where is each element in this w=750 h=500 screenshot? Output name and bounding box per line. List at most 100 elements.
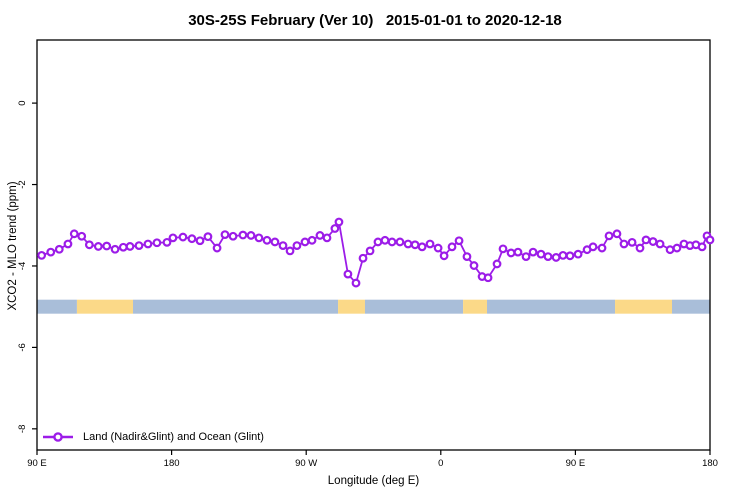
legend-marker-icon — [43, 432, 73, 442]
data-point — [254, 233, 264, 243]
data-point — [315, 231, 325, 240]
data-point — [528, 247, 538, 257]
data-point — [604, 231, 614, 241]
chart-title: 30S-25S February (Ver 10) 2015-01-01 to … — [188, 12, 562, 29]
data-point — [300, 237, 310, 247]
band-segment-yellow — [76, 299, 134, 314]
y-tick-label: -8 — [17, 425, 28, 433]
data-point — [705, 235, 715, 245]
y-axis-title: XCO2 - MLO trend (ppm) — [7, 181, 19, 311]
data-point — [54, 244, 64, 254]
data-point — [506, 248, 516, 258]
data-point — [212, 243, 222, 253]
data-point — [270, 237, 280, 247]
band-segment-yellow — [338, 299, 365, 314]
data-point — [162, 237, 172, 247]
data-point — [612, 229, 622, 239]
data-point — [220, 230, 230, 240]
plot-box — [36, 39, 711, 451]
data-point — [228, 231, 238, 241]
band-segment-blue — [133, 299, 339, 314]
data-point — [143, 239, 153, 249]
data-point — [433, 243, 443, 253]
data-point — [627, 237, 637, 247]
data-point — [565, 251, 575, 261]
x-tick-label: 0 — [438, 458, 443, 469]
data-point — [521, 252, 531, 262]
data-point — [573, 249, 583, 259]
data-point — [168, 233, 178, 243]
data-point — [454, 236, 464, 246]
data-point — [351, 278, 361, 288]
data-point — [672, 243, 682, 253]
data-line — [41, 219, 711, 285]
data-point — [597, 243, 607, 253]
legend-label: Land (Nadir&Glint) and Ocean (Glint) — [83, 431, 264, 443]
x-axis-title: Longitude (deg E) — [327, 475, 420, 487]
band-segment-yellow — [463, 299, 488, 314]
data-point — [102, 241, 112, 251]
x-tick-label: 90 E — [27, 458, 47, 469]
y-tick-label: -2 — [17, 180, 28, 188]
data-point — [278, 241, 288, 251]
data-point — [292, 241, 302, 251]
data-point — [641, 235, 651, 245]
data-point — [387, 237, 397, 247]
data-point — [93, 242, 103, 251]
data-point — [118, 242, 128, 252]
data-point — [697, 242, 707, 252]
x-tick-label: 180 — [702, 458, 718, 469]
band-segment-yellow — [615, 299, 673, 314]
data-point — [238, 230, 248, 240]
y-tick-label: 0 — [17, 100, 28, 105]
data-point — [513, 247, 523, 257]
data-point — [648, 237, 658, 246]
data-point — [483, 273, 493, 283]
data-point — [380, 235, 390, 245]
band-segment-blue — [487, 299, 616, 314]
data-point — [462, 252, 472, 262]
data-point — [125, 242, 135, 251]
data-point — [262, 235, 272, 245]
data-point — [439, 251, 449, 261]
data-point — [246, 231, 256, 240]
data-point — [330, 224, 340, 233]
data-point — [307, 235, 317, 245]
data-point — [619, 239, 629, 249]
data-point — [69, 229, 79, 239]
data-point — [665, 245, 675, 255]
data-point — [655, 239, 665, 249]
data-point — [343, 269, 353, 279]
data-point — [498, 244, 508, 254]
data-point — [203, 232, 213, 242]
band-segment-blue — [672, 299, 710, 314]
data-point — [469, 261, 479, 270]
data-point — [365, 246, 375, 256]
x-tick-label: 90 W — [295, 458, 317, 469]
data-point — [425, 239, 435, 249]
data-point — [358, 253, 368, 263]
data-point — [187, 234, 197, 244]
data-point — [558, 250, 568, 260]
data-point — [178, 232, 188, 242]
data-point — [46, 247, 56, 257]
data-point — [551, 253, 561, 262]
legend: Land (Nadir&Glint) and Ocean (Glint) — [42, 429, 264, 445]
data-point — [447, 242, 457, 252]
data-point — [588, 242, 598, 252]
data-point — [536, 249, 546, 259]
data-point — [37, 250, 47, 260]
y-tick-label: -4 — [17, 262, 28, 270]
x-tick-label: 180 — [164, 458, 180, 469]
data-point — [195, 236, 205, 246]
x-tick-label: 90 E — [566, 458, 586, 469]
data-point — [63, 239, 73, 249]
data-point — [403, 239, 413, 249]
data-point — [492, 259, 502, 269]
data-point — [77, 231, 87, 241]
data-point — [373, 237, 383, 247]
data-point — [285, 246, 295, 256]
data-point — [417, 242, 427, 252]
data-point — [543, 252, 553, 262]
